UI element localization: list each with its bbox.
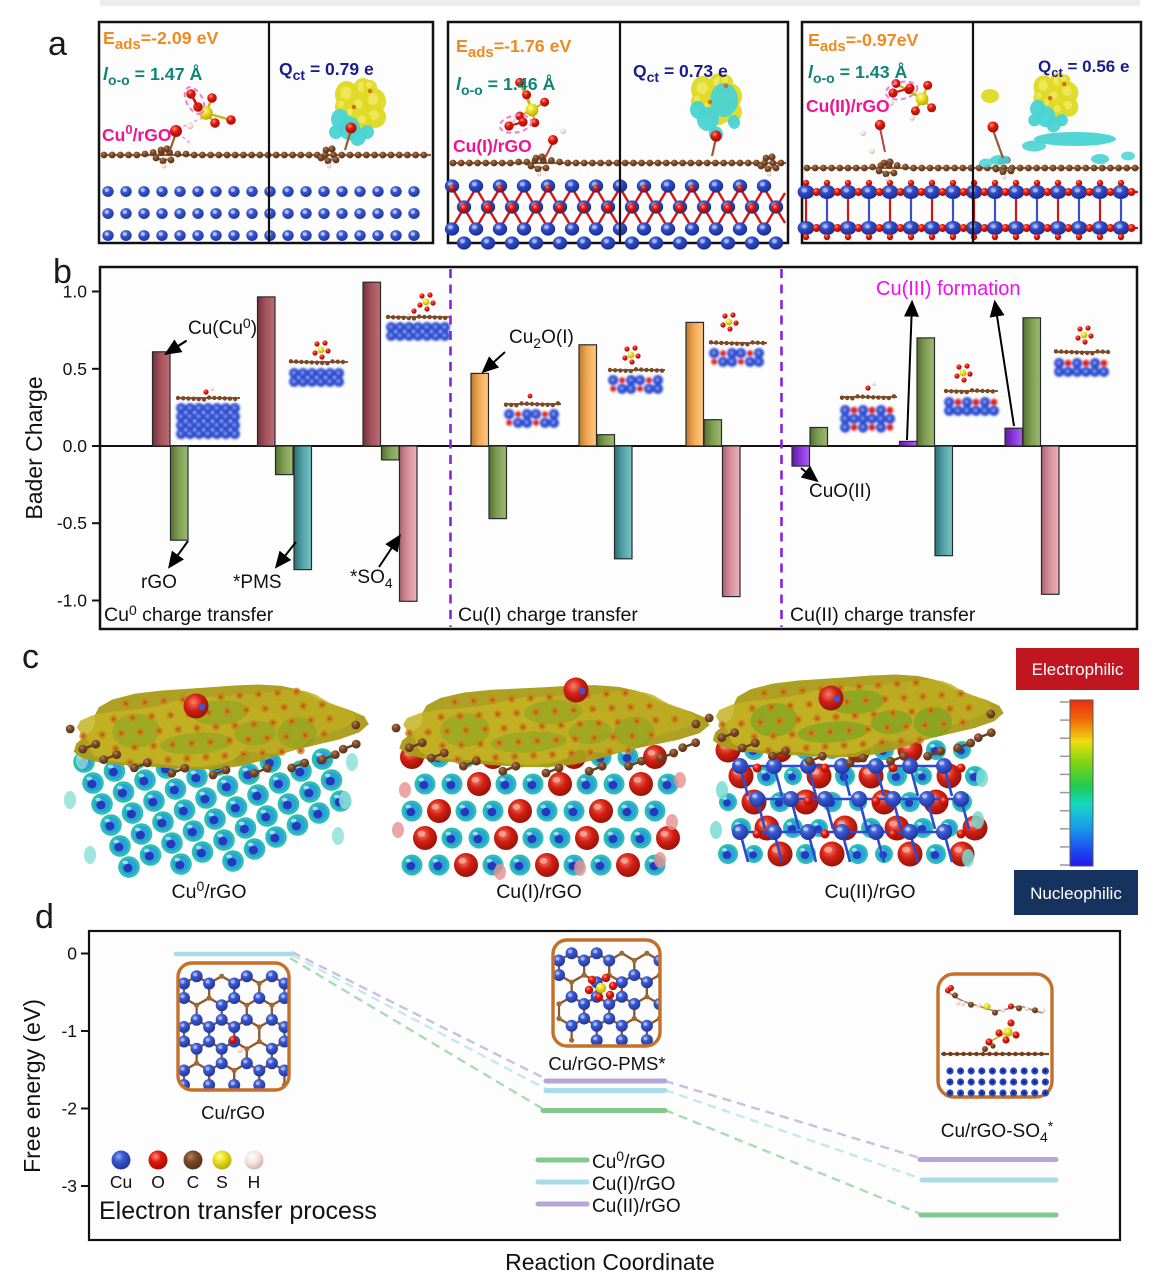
svg-text:Cu/rGO-SO4*: Cu/rGO-SO4* (941, 1118, 1054, 1145)
svg-text:H: H (248, 1172, 261, 1192)
svg-text:-1: -1 (61, 1021, 77, 1041)
svg-text:0.0: 0.0 (63, 436, 88, 456)
svg-text:Cu0/rGO: Cu0/rGO (592, 1148, 665, 1173)
svg-text:Cu0/rGO: Cu0/rGO (172, 878, 247, 903)
svg-text:Cu(II)/rGO: Cu(II)/rGO (806, 96, 890, 116)
svg-text:Cu(I)/rGO: Cu(I)/rGO (453, 136, 532, 156)
svg-text:Nucleophilic: Nucleophilic (1030, 884, 1122, 903)
svg-text:-3: -3 (61, 1176, 77, 1196)
svg-text:Cu(II)/rGO: Cu(II)/rGO (592, 1196, 681, 1217)
svg-text:Cu(I) charge transfer: Cu(I) charge transfer (458, 604, 638, 626)
svg-text:0.5: 0.5 (63, 359, 87, 379)
svg-text:Electron transfer process: Electron transfer process (99, 1197, 377, 1225)
svg-text:Cu2O(I): Cu2O(I) (509, 327, 574, 351)
svg-text:Cu0/rGO: Cu0/rGO (102, 122, 171, 145)
svg-text:Cu(II)/rGO: Cu(II)/rGO (825, 881, 916, 903)
svg-text:Cu(I)/rGO: Cu(I)/rGO (496, 881, 582, 903)
svg-text:c: c (22, 638, 39, 676)
svg-text:d: d (35, 898, 54, 936)
svg-text:-1.0: -1.0 (57, 591, 87, 611)
svg-text:*SO4: *SO4 (350, 567, 393, 591)
svg-text:Qct = 0.56 e: Qct = 0.56 e (1038, 57, 1129, 80)
svg-text:Bader Charge: Bader Charge (21, 376, 47, 519)
svg-text:Reaction Coordinate: Reaction Coordinate (505, 1249, 715, 1275)
svg-text:Cu/rGO-PMS*: Cu/rGO-PMS* (548, 1053, 665, 1074)
svg-text:Cu(III) formation: Cu(III) formation (876, 278, 1020, 300)
svg-text:-2: -2 (61, 1099, 77, 1119)
svg-text:a: a (48, 25, 67, 63)
svg-text:Free energy (eV): Free energy (eV) (19, 999, 45, 1173)
svg-text:rGO: rGO (141, 572, 177, 593)
svg-text:S: S (216, 1172, 228, 1192)
svg-text:Electrophilic: Electrophilic (1032, 660, 1124, 679)
svg-text:b: b (53, 253, 72, 291)
svg-text:C: C (187, 1172, 200, 1192)
svg-text:lo-o = 1.47 Å: lo-o = 1.47 Å (103, 64, 203, 88)
svg-text:O: O (151, 1172, 165, 1192)
svg-text:Cu(I)/rGO: Cu(I)/rGO (592, 1174, 675, 1195)
svg-text:lo-o = 1.43 Å: lo-o = 1.43 Å (808, 62, 908, 86)
svg-text:Cu(II) charge transfer: Cu(II) charge transfer (790, 604, 976, 626)
svg-text:CuO(II): CuO(II) (809, 481, 871, 502)
svg-text:Cu: Cu (110, 1172, 132, 1192)
svg-text:lo-o = 1.46 Å: lo-o = 1.46 Å (456, 74, 556, 98)
svg-text:Cu/rGO: Cu/rGO (201, 1102, 265, 1123)
svg-text:0: 0 (67, 944, 77, 964)
svg-text:1.0: 1.0 (63, 282, 88, 302)
svg-text:*PMS: *PMS (233, 572, 282, 593)
svg-text:-0.5: -0.5 (57, 513, 87, 533)
